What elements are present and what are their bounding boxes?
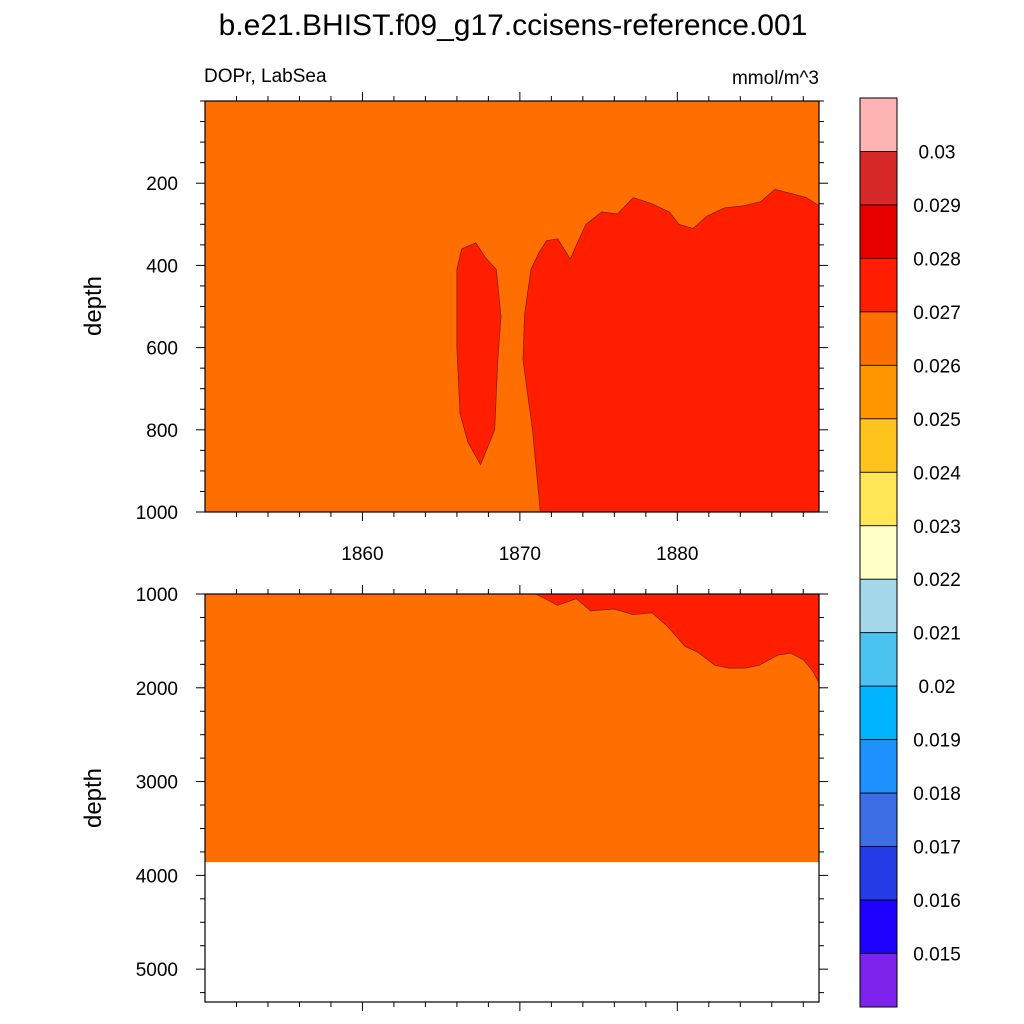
colorbar-swatch: [859, 258, 898, 313]
y-tick-label: 3000: [136, 773, 178, 794]
upper-panel: 1860 1870 1880 200 400 600 800 1000 depth: [80, 92, 828, 565]
x-tick-label: 1870: [499, 544, 541, 565]
x-tick-label: 1880: [656, 544, 698, 565]
colorbar: 0.03 0.029 0.028 0.027 0.026 0.025 0.024 0.023 0…: [859, 97, 961, 1008]
colorbar-label: 0.018: [913, 784, 961, 805]
colorbar-label: 0.027: [913, 303, 961, 324]
colorbar-swatch: [859, 97, 898, 152]
colorbar-label: 0.03: [919, 142, 956, 163]
x-tick-label: 1860: [341, 544, 383, 565]
colorbar-swatch: [859, 685, 898, 741]
colorbar-swatch: [859, 418, 898, 473]
colorbar-label: 0.015: [913, 945, 961, 966]
colorbar-label: 0.028: [913, 249, 961, 270]
colorbar-frame: [859, 97, 898, 1008]
upper-y-axis-title: depth: [80, 276, 107, 336]
colorbar-swatch: [859, 846, 898, 901]
y-tick-label: 1000: [136, 585, 178, 606]
y-tick-label: 800: [146, 421, 178, 442]
y-tick-label: 4000: [136, 866, 178, 887]
colorbar-swatch: [859, 471, 898, 527]
colorbar-label: 0.017: [913, 838, 961, 859]
y-tick-label: 1000: [136, 503, 178, 524]
colorbar-label: 0.016: [913, 891, 961, 912]
colorbar-label: 0.02: [919, 677, 956, 698]
lower-below-bottom: [205, 862, 819, 1002]
y-tick-label: 2000: [136, 679, 178, 700]
colorbar-label: 0.021: [913, 624, 961, 645]
colorbar-swatch: [859, 739, 898, 794]
upper-contour-region-1: [522, 189, 820, 513]
colorbar-label: 0.029: [913, 196, 961, 217]
colorbar-swatch: [859, 525, 898, 580]
colorbar-swatch: [859, 632, 898, 687]
lower-contour-region-0: [535, 593, 820, 684]
colorbar-swatch: [859, 953, 898, 1008]
colorbar-label: 0.019: [913, 731, 961, 752]
colorbar-swatch: [859, 578, 898, 634]
colorbar-swatch: [859, 364, 898, 420]
colorbar-swatch: [859, 204, 898, 259]
y-tick-label: 5000: [136, 960, 178, 981]
units-label: mmol/m^3: [732, 68, 819, 89]
left-subtitle: DOPr, LabSea: [204, 66, 327, 87]
colorbar-label: 0.023: [913, 517, 961, 538]
colorbar-swatch: [859, 899, 898, 954]
lower-frame: [204, 593, 820, 1003]
colorbar-label: 0.024: [913, 463, 961, 484]
colorbar-swatch: [859, 792, 898, 847]
colorbar-swatch: [859, 151, 898, 206]
upper-contour-region-0: [456, 242, 502, 466]
y-tick-label: 400: [146, 256, 178, 277]
figure-title: b.e21.BHIST.f09_g17.ccisens-reference.00…: [219, 9, 808, 42]
y-tick-label: 600: [146, 339, 178, 360]
lower-panel: 1000 2000 3000 4000 5000 depth: [80, 585, 828, 1011]
colorbar-label: 0.025: [913, 410, 961, 431]
colorbar-label: 0.022: [913, 570, 961, 591]
colorbar-swatch: [859, 311, 898, 366]
y-tick-label: 200: [146, 174, 178, 195]
colorbar-label: 0.026: [913, 356, 961, 377]
lower-y-axis-title: depth: [80, 768, 107, 828]
